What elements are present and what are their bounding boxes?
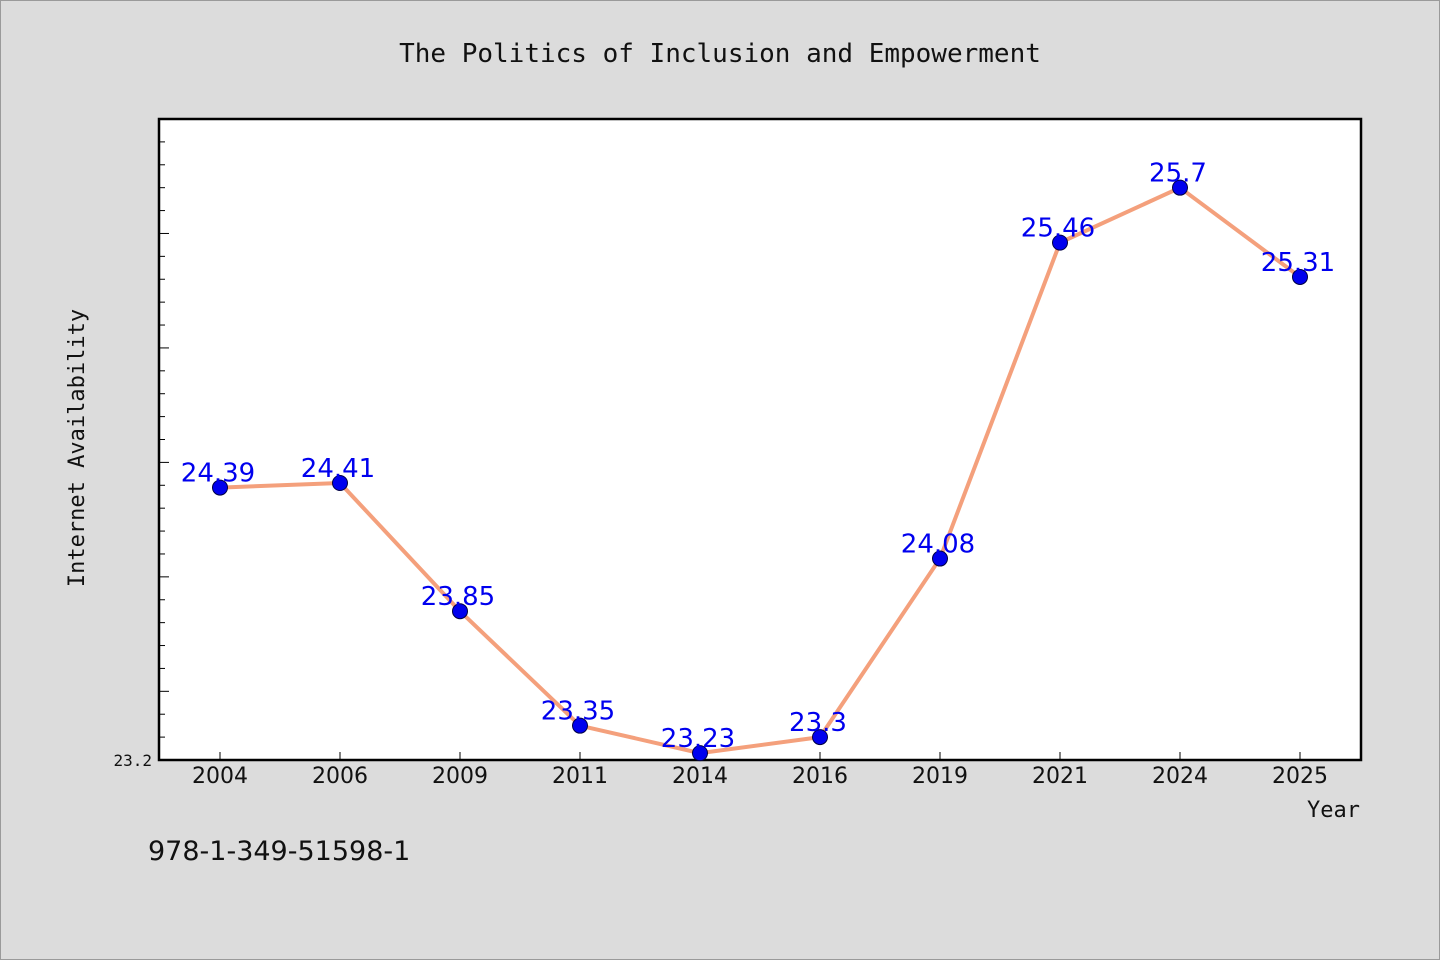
x-tick-label: 2011 <box>552 764 608 789</box>
x-tick-label: 2004 <box>192 764 248 789</box>
data-label: 23.35 <box>541 697 615 727</box>
x-tick-label: 2014 <box>672 764 728 789</box>
series-line-group <box>212 179 1308 762</box>
data-point <box>212 479 228 496</box>
y-tick-label: 23.2 <box>113 751 152 770</box>
data-point <box>452 603 468 620</box>
chart-title: The Politics of Inclusion and Empowermen… <box>399 39 1041 69</box>
y-axis-label: Internet Availability <box>65 309 90 587</box>
data-label: 25.46 <box>1021 214 1095 244</box>
x-tick-label: 2024 <box>1152 764 1208 789</box>
data-point <box>1052 234 1068 251</box>
data-labels-group: 24.39 24.41 23.85 23.35 23.23 23.3 24.08 25.46 2… <box>181 159 1335 754</box>
data-label: 23.23 <box>661 724 735 754</box>
data-label: 24.41 <box>301 454 375 484</box>
data-point <box>572 717 588 734</box>
x-axis-label: Year <box>1307 798 1360 823</box>
x-axis-ticks: 2004 2006 2009 2011 2014 2016 2019 2021 2024 2025 <box>192 752 1328 789</box>
plot-area <box>157 117 1363 762</box>
x-tick-label: 2009 <box>432 764 488 789</box>
x-tick-label: 2021 <box>1032 764 1088 789</box>
data-label: 24.39 <box>181 459 255 489</box>
data-point <box>812 729 828 746</box>
x-tick-label: 2006 <box>312 764 368 789</box>
y-axis-ticks: 23.2 <box>113 118 169 770</box>
x-tick-label: 2025 <box>1272 764 1328 789</box>
series-line <box>218 185 1302 756</box>
data-point <box>1292 268 1308 285</box>
x-tick-label: 2019 <box>912 764 968 789</box>
data-label: 25.7 <box>1149 159 1207 189</box>
data-point <box>332 474 348 491</box>
data-label: 23.85 <box>421 582 495 612</box>
data-point <box>932 550 948 567</box>
x-tick-label: 2016 <box>792 764 848 789</box>
data-label: 25.31 <box>1261 248 1335 278</box>
data-label: 23.3 <box>789 708 847 738</box>
data-point <box>692 745 708 762</box>
data-point <box>1172 179 1188 196</box>
isbn-text: 978-1-349-51598-1 <box>148 836 411 867</box>
data-label: 24.08 <box>901 530 975 560</box>
